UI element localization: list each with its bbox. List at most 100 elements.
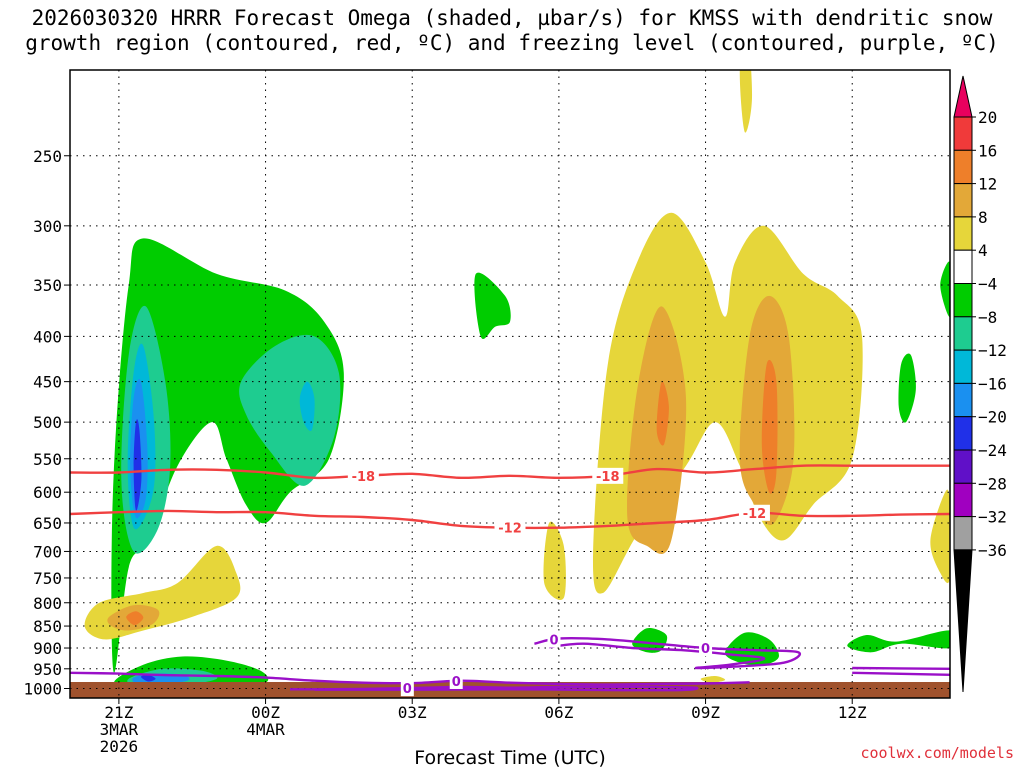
omega-region-20 [656,381,669,446]
y-tick-label-400: 400 [33,327,62,346]
dgz-label-0-0: -18 [352,470,376,485]
y-tick-label-550: 550 [33,450,62,469]
y-tick-label-950: 950 [33,660,62,679]
y-tick-label-850: 850 [33,617,62,636]
colorbar-segment-0 [953,116,973,151]
omega-region-6 [299,381,315,431]
colorbar-label-1: 16 [978,141,997,160]
colorbar-segment-6 [953,316,973,351]
colorbar: 20 16 12 8 4 −4 −8 −12 −16 −20 −24 −28 −32 −36 [953,75,1007,693]
dgz-label-bg-0-0 [347,467,379,484]
omega-region-4 [133,419,142,512]
colorbar-label-11: −28 [978,474,1007,493]
y-tick-label-250: 250 [33,147,62,166]
y-axis-ticks: 250 300 350 400 450 500 550 600 650 700 750 800 850 9… [23,147,70,699]
fz-label-2-1: 0 [701,642,710,657]
omega-region-23 [739,70,753,133]
omega-region-12 [632,628,668,653]
y-tick-label-350: 350 [33,276,62,295]
colorbar-segment-2 [953,183,973,218]
omega-region-11 [140,674,156,682]
colorbar-label-9: −20 [978,408,1007,427]
y-tick-label-1000: 1000 [23,680,62,699]
colorbar-segment-9 [953,416,973,451]
omega-region-22 [761,359,778,494]
fz-label-1-0: 0 [403,682,412,697]
y-tick-label-650: 650 [33,514,62,533]
fz-contour-4 [852,671,950,676]
colorbar-segment-5 [953,283,973,318]
colorbar-label-10: −24 [978,441,1007,460]
colorbar-label-8: −16 [978,374,1007,393]
colorbar-segment-3 [953,216,973,251]
colorbar-label-0: 20 [978,108,997,127]
fz-label-bg-0-0 [449,672,463,689]
fz-label-0-0: 0 [452,675,461,690]
title-line-1: 2026030320 HRRR Forecast Omega (shaded, … [31,6,993,30]
fz-contour-2 [534,637,801,670]
x-tick-label-00Z-0: 00Z [251,703,280,722]
colorbar-label-4: 4 [978,241,988,260]
y-tick-label-750: 750 [33,569,62,588]
colorbar-bottom-arrow [953,549,973,693]
omega-region-28 [700,675,726,683]
omega-region-24 [930,489,950,583]
fz-label-2-0: 0 [549,634,558,649]
dgz-label-bg-0-1 [592,467,624,484]
plot-frame [69,69,951,699]
colorbar-label-3: 8 [978,208,988,227]
fz-label-bg-2-0 [547,631,561,648]
dgz-label-1-1: -12 [743,507,767,522]
omega-region-14 [847,630,950,653]
y-tick-label-800: 800 [33,594,62,613]
omega-region-17 [543,521,566,600]
colorbar-label-2: 12 [978,175,997,194]
y-tick-label-700: 700 [33,542,62,561]
x-tick-label-00Z-1: 4MAR [246,720,285,739]
colorbar-label-12: −32 [978,508,1007,527]
dgz-label-bg-1-0 [494,519,526,536]
contour-labels: -18 -18 -12 -12 0 0 0 0 [347,467,770,697]
dgz-label-1-0: -12 [498,522,522,537]
fz-label-bg-1-0 [400,680,414,697]
y-tick-label-900: 900 [33,639,62,658]
fz-contour-3 [852,666,950,670]
colorbar-segment-11 [953,482,973,518]
dgz-contour-0 [70,464,950,480]
credit-text: coolwx.com/models [860,744,1014,762]
colorbar-segment-4 [953,249,973,284]
x-tick-label-12Z-0: 12Z [838,703,867,722]
x-tick-label-03Z-0: 03Z [398,703,427,722]
colorbar-segment-10 [953,449,973,484]
omega-region-7 [474,272,511,340]
colorbar-label-5: −4 [978,275,997,294]
title-line-2: growth region (contoured, red, ºC) and f… [25,31,999,55]
x-tick-label-09Z-0: 09Z [691,703,720,722]
colorbar-label-13: −36 [978,541,1007,560]
omega-region-16 [898,353,916,423]
omega-region-5 [239,334,341,486]
fz-label-bg-2-1 [699,640,713,657]
y-tick-label-450: 450 [33,373,62,392]
x-tick-label-21Z-0: 21Z [104,703,133,722]
omega-region-27 [126,611,144,626]
colorbar-segment-1 [953,149,973,185]
colorbar-label-6: −8 [978,308,997,327]
fz-contour-1 [290,685,699,692]
dgz-label-0-1: -18 [596,470,620,485]
x-tick-label-21Z-2: 2026 [100,737,139,756]
x-axis-label: Forecast Time (UTC) [414,747,605,768]
x-tick-label-06Z-0: 06Z [544,703,573,722]
colorbar-segment-7 [953,349,973,384]
omega-region-19 [627,306,687,555]
x-tick-label-21Z-1: 3MAR [100,720,139,739]
dgz-label-bg-1-1 [738,504,770,521]
colorbar-segment-12 [953,516,973,551]
omega-region-15 [940,261,950,317]
y-tick-label-600: 600 [33,483,62,502]
y-tick-label-500: 500 [33,413,62,432]
colorbar-label-7: −12 [978,341,1007,360]
colorbar-segment-8 [953,382,973,418]
